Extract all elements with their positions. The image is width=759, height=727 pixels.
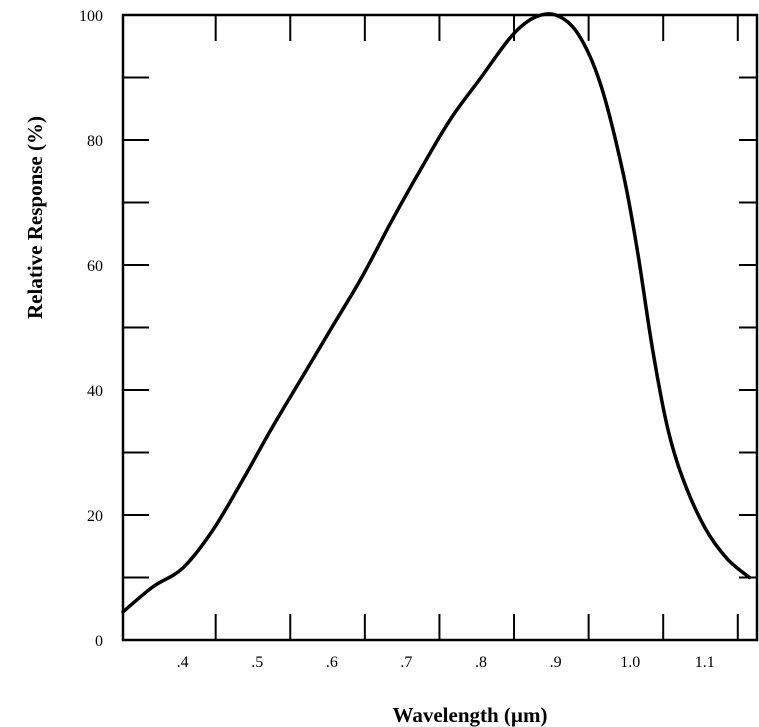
y-tick-label: 20: [87, 508, 103, 525]
x-tick-label: 1.0: [620, 654, 640, 671]
y-tick-label: 60: [87, 258, 103, 275]
response-curve: [121, 12, 752, 614]
plot-border: [121, 13, 759, 642]
x-tick-label: .9: [550, 654, 562, 671]
y-tick-label: 100: [79, 8, 103, 25]
x-axis-ticks: .4 .5 .6 .7 .8 .9 1.0 1.1: [177, 15, 739, 671]
y-tick-label: 0: [95, 633, 103, 650]
y-tick-label: 80: [87, 133, 103, 150]
x-axis-title: Wavelength (µm): [393, 703, 548, 727]
x-tick-label: .6: [326, 654, 338, 671]
x-tick-label: .5: [251, 654, 263, 671]
plot-frame: [121, 13, 759, 642]
series-layer: [121, 12, 752, 614]
x-tick-label: 1.1: [695, 654, 715, 671]
y-axis-ticks: 0 20 40 60 80 100: [79, 8, 757, 650]
y-axis-title: Relative Response (%): [23, 116, 47, 319]
x-tick-label: .7: [400, 654, 412, 671]
x-tick-label: .8: [475, 654, 487, 671]
y-tick-label: 40: [87, 383, 103, 400]
x-tick-label: .4: [177, 654, 189, 671]
